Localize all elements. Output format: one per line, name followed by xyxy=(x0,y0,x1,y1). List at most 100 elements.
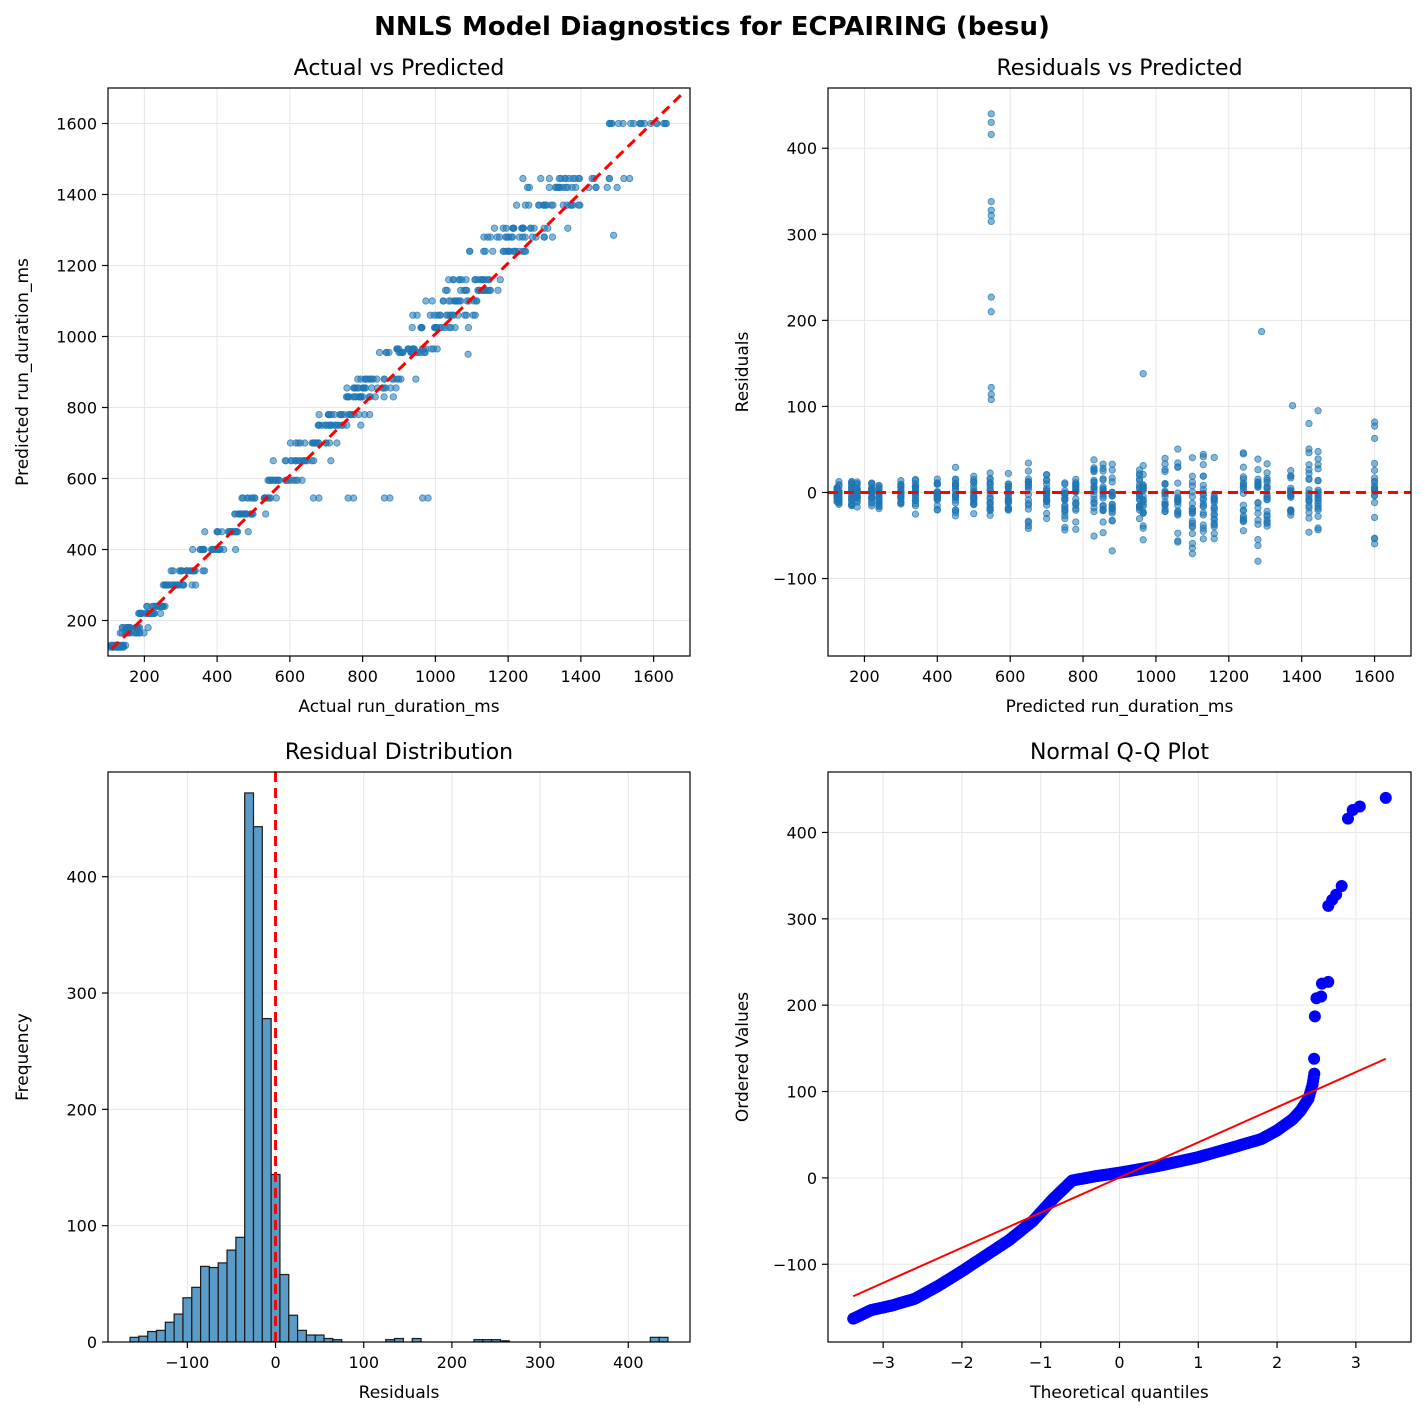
outlier-point xyxy=(1314,407,1322,415)
data-point xyxy=(1263,511,1271,519)
y-tick-label: 400 xyxy=(786,139,817,158)
data-point xyxy=(274,476,282,484)
data-point xyxy=(301,439,309,447)
y-tick-label: 300 xyxy=(786,225,817,244)
y-axis-label: Residuals xyxy=(733,332,753,413)
scatter-series xyxy=(108,119,670,651)
data-point xyxy=(613,183,621,191)
data-point xyxy=(361,410,369,419)
data-point xyxy=(518,224,526,232)
data-point xyxy=(293,476,302,484)
data-point xyxy=(1263,518,1271,526)
x-tick-label: −2 xyxy=(950,1353,974,1372)
grid xyxy=(108,88,690,656)
data-point xyxy=(189,545,197,554)
data-point xyxy=(486,233,495,241)
data-point xyxy=(1239,463,1247,471)
data-point xyxy=(1108,491,1116,500)
x-tick-label: 1 xyxy=(1193,1353,1203,1372)
histogram-bar xyxy=(226,1249,237,1342)
x-tick-label: −100 xyxy=(165,1353,209,1372)
y-tick-label: 400 xyxy=(66,541,97,560)
data-point xyxy=(1239,479,1247,487)
plot-area xyxy=(847,791,1392,1325)
data-point xyxy=(1305,495,1313,503)
histogram-bar xyxy=(261,1018,272,1342)
x-tick-label: 3 xyxy=(1351,1353,1361,1372)
data-point xyxy=(1004,469,1012,478)
data-point xyxy=(1199,521,1207,529)
data-point xyxy=(1370,513,1379,522)
outlier-point xyxy=(1139,370,1147,378)
qq-point xyxy=(1353,800,1366,813)
data-point xyxy=(125,623,133,632)
x-tick-label: 1600 xyxy=(633,667,674,686)
y-axis-label: Ordered Values xyxy=(733,992,753,1122)
data-point xyxy=(535,201,543,209)
x-tick-label: 1200 xyxy=(1208,667,1249,686)
data-point xyxy=(1161,479,1169,488)
axes-frame xyxy=(827,771,1412,1343)
data-point xyxy=(344,393,352,401)
data-point xyxy=(1108,478,1116,486)
x-tick-label: 0 xyxy=(270,1353,280,1372)
data-point xyxy=(1108,517,1116,525)
data-point xyxy=(1314,504,1322,512)
data-point xyxy=(427,345,436,353)
data-point xyxy=(1370,499,1379,507)
data-point xyxy=(1239,516,1247,524)
outlier-point xyxy=(987,383,995,392)
data-point xyxy=(1090,456,1098,464)
data-point xyxy=(897,481,905,489)
histogram-bar xyxy=(244,792,255,1342)
data-point xyxy=(1072,495,1080,503)
data-point xyxy=(213,528,221,536)
data-point xyxy=(1099,507,1107,515)
data-point xyxy=(441,286,450,294)
data-point xyxy=(489,247,497,255)
data-point xyxy=(1061,523,1069,531)
data-point xyxy=(1314,476,1322,485)
y-tick-label: 1200 xyxy=(56,257,97,276)
data-point xyxy=(620,174,628,183)
data-point xyxy=(1239,450,1247,458)
data-point xyxy=(1199,527,1207,535)
x-tick-label: 300 xyxy=(525,1353,556,1372)
data-point xyxy=(523,183,532,191)
y-tick-label: 300 xyxy=(786,910,817,929)
qq-point xyxy=(1335,880,1348,892)
data-point xyxy=(541,201,549,209)
y-tick-label: 0 xyxy=(807,483,817,502)
data-point xyxy=(1263,460,1271,468)
data-point xyxy=(1072,518,1080,526)
axes-frame xyxy=(107,87,691,657)
data-point xyxy=(156,609,165,618)
data-point xyxy=(568,183,576,191)
plot-area xyxy=(129,772,669,1342)
data-point xyxy=(499,247,507,255)
data-point xyxy=(1004,495,1012,503)
data-point xyxy=(162,581,170,589)
histogram-bar xyxy=(658,1336,669,1342)
data-point xyxy=(499,224,507,232)
qq-point xyxy=(1308,1010,1321,1023)
data-point xyxy=(1043,471,1051,479)
histogram-bar xyxy=(129,1336,140,1342)
data-point xyxy=(241,510,249,518)
data-point xyxy=(1314,465,1322,473)
data-point xyxy=(426,311,434,319)
outlier-point xyxy=(610,231,618,239)
data-point xyxy=(1024,478,1033,486)
grid xyxy=(828,772,1411,1342)
data-point xyxy=(1305,449,1313,457)
qq-point xyxy=(1322,975,1335,988)
data-point xyxy=(1099,483,1107,491)
data-point xyxy=(530,224,538,232)
data-point xyxy=(1099,476,1107,484)
data-point xyxy=(428,297,436,305)
data-point xyxy=(1161,465,1169,474)
data-point xyxy=(853,486,861,494)
histogram-bar xyxy=(235,1236,246,1342)
data-point xyxy=(1263,478,1271,487)
data-point xyxy=(1174,445,1182,453)
